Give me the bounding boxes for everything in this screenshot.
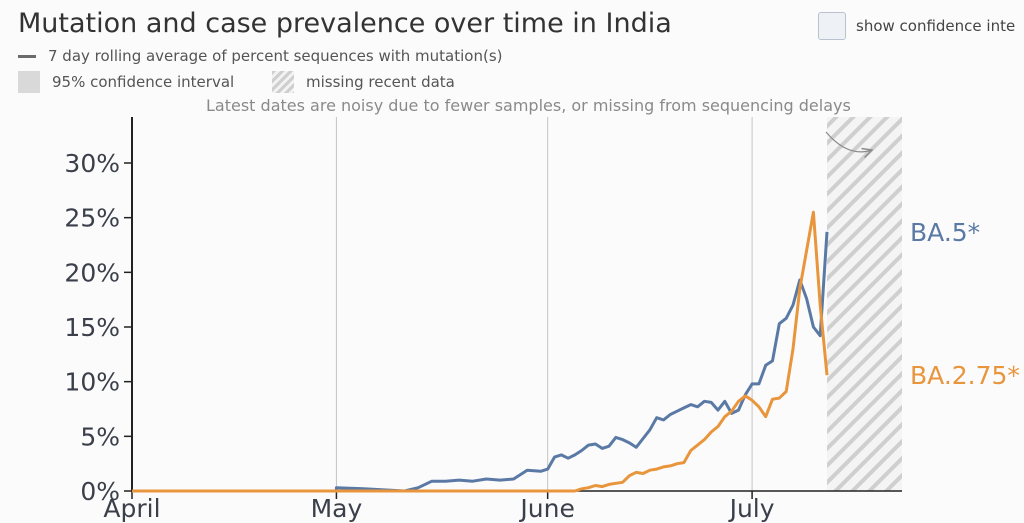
y-tick-label: 0% [80,477,120,506]
x-tick-label: April [103,494,160,523]
x-tick-labels: April May June July [103,491,775,523]
y-tick-label: 30% [64,149,120,178]
legend-ci-entry: 95% confidence interval [18,71,234,93]
x-gridlines [335,117,753,491]
series-labels: BA.5* BA.2.75* [910,218,1020,390]
y-tick-label: 10% [64,368,120,397]
legend-line-label: 7 day rolling average of percent sequenc… [48,47,503,65]
series-label: BA.5* [910,218,980,247]
annotation-arrow [825,131,872,152]
legend-missing-label: missing recent data [306,73,455,91]
line-swatch [18,54,36,58]
y-tick-labels: 0% 5% 10% 15% 20% 25% 30% [64,149,132,506]
series-label: BA.2.75* [910,361,1020,390]
delay-annotation: Latest dates are noisy due to fewer samp… [206,96,851,115]
legend-missing-entry: missing recent data [272,71,455,93]
missing-data-region [827,117,902,491]
y-tick-label: 15% [64,313,120,342]
confidence-toggle-label: show confidence inte [856,17,1016,35]
y-tick-label: 20% [64,258,120,287]
y-tick-label: 25% [64,204,120,233]
x-tick-label: May [311,494,363,523]
series-line [132,210,829,493]
legend-ci-label: 95% confidence interval [52,73,235,91]
legend-line-entry: 7 day rolling average of percent sequenc… [18,47,503,65]
y-tick-label: 5% [80,422,120,451]
chart-title: Mutation and case prevalence over time i… [18,8,672,39]
x-tick-label: July [728,494,775,523]
hatch-swatch [272,71,294,93]
series-line [132,231,829,493]
confidence-toggle[interactable]: show confidence inte [818,12,1015,40]
ci-swatch [18,71,40,93]
series-lines [132,210,829,493]
confidence-checkbox[interactable] [818,12,846,40]
x-tick-label: June [518,494,574,523]
